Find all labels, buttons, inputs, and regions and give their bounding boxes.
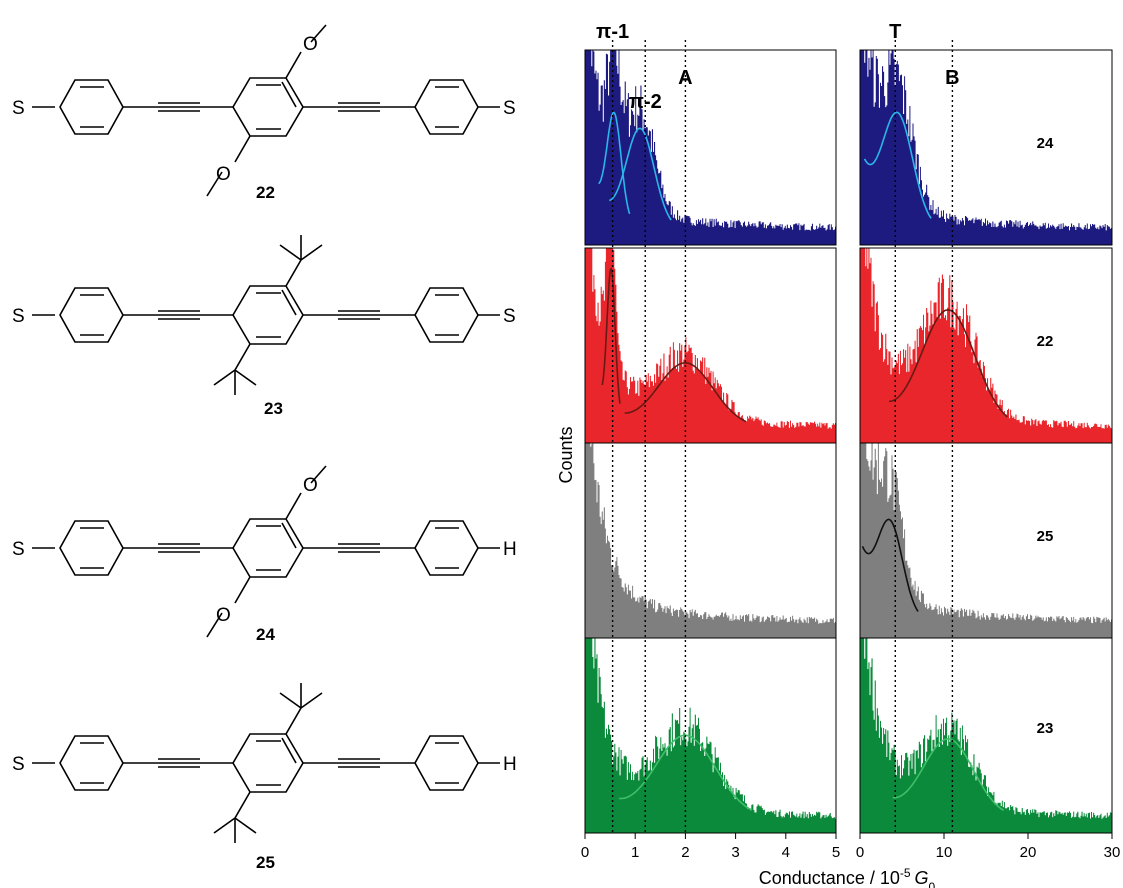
panel-frame — [584, 637, 837, 834]
mol-23-right-end: S — [503, 306, 516, 327]
x-tick-label: 4 — [782, 844, 790, 861]
histogram-bars — [860, 638, 1112, 833]
mol-24-oxygen-bottom: O — [216, 605, 231, 626]
x-axis-title: Conductance / 10-5 G0 — [759, 866, 936, 888]
mol-22-left-end: S — [12, 98, 25, 119]
mol-25-number: 25 — [256, 853, 275, 872]
x-tick-label: 5 — [832, 844, 840, 861]
x-tick-label: 20 — [1020, 844, 1037, 861]
x-tick-label: 2 — [681, 844, 689, 861]
histogram-right-25: 25 — [859, 442, 1113, 639]
panel-frame — [584, 49, 837, 246]
mol-22-oxygen-top: O — [303, 34, 318, 55]
histogram-bars — [860, 50, 1112, 245]
histogram-bars — [585, 638, 836, 833]
histogram-bars — [860, 443, 1112, 638]
fit-curve — [861, 518, 919, 612]
molecular-structures — [32, 24, 500, 843]
peak-label: B — [945, 67, 959, 89]
molecule-23 — [32, 235, 500, 395]
x-tick-label: 3 — [731, 844, 739, 861]
panel-frame — [859, 637, 1113, 834]
histogram-left-22 — [584, 247, 837, 444]
mol-22-number: 22 — [256, 183, 275, 202]
molecule-24 — [32, 465, 500, 638]
mol-24-right-end: H — [503, 539, 517, 560]
histogram-left-23 — [584, 637, 837, 834]
mol-22-right-end: S — [503, 98, 516, 119]
mol-23-number: 23 — [264, 399, 283, 418]
histogram-left-24 — [584, 49, 837, 246]
mol-25-right-end: H — [503, 754, 517, 775]
histogram-right-23: 23 — [859, 637, 1113, 834]
molecule-22 — [32, 24, 500, 197]
x-tick-label: 0 — [856, 844, 864, 861]
mol-24-left-end: S — [12, 539, 25, 560]
histogram-bars — [860, 248, 1112, 443]
panel-label-24: 24 — [1037, 135, 1054, 152]
peak-label: π-1 — [596, 21, 629, 43]
mol-22-oxygen-bottom: O — [216, 164, 231, 185]
atom-labels: S S O O 22 S S 23 S H O O 24 S H 25 — [12, 34, 517, 872]
histogram-bars — [585, 50, 836, 245]
fit-curve — [598, 111, 631, 215]
panel-label-23: 23 — [1037, 720, 1054, 737]
fit-curve — [892, 737, 1005, 812]
y-axis-title: Counts — [556, 426, 576, 483]
x-tick-label: 30 — [1104, 844, 1121, 861]
peak-label: π-2 — [629, 91, 662, 113]
fit-curve — [624, 361, 747, 423]
fit-curve — [863, 111, 932, 219]
x-tick-label: 0 — [581, 844, 589, 861]
fit-curve — [601, 267, 621, 404]
x-tick-label: 10 — [936, 844, 953, 861]
mol-24-number: 24 — [256, 625, 275, 644]
fit-curve — [888, 308, 1008, 418]
histogram-bars — [585, 248, 836, 443]
histogram-right-22: 22 — [859, 247, 1113, 444]
histogram-right-24: 24 — [859, 49, 1113, 246]
x-tick-label: 1 — [631, 844, 639, 861]
panel-frame — [859, 49, 1113, 246]
mol-23-left-end: S — [12, 306, 25, 327]
peak-label: T — [889, 21, 901, 43]
panel-label-25: 25 — [1037, 528, 1054, 545]
molecule-25 — [32, 683, 500, 843]
histogram-bars — [585, 443, 836, 638]
fit-curve — [609, 127, 672, 221]
panel-label-22: 22 — [1037, 333, 1054, 350]
peak-label: A — [678, 67, 692, 89]
mol-24-oxygen-top: O — [303, 475, 318, 496]
histogram-left-25 — [584, 442, 837, 639]
mol-25-left-end: S — [12, 754, 25, 775]
